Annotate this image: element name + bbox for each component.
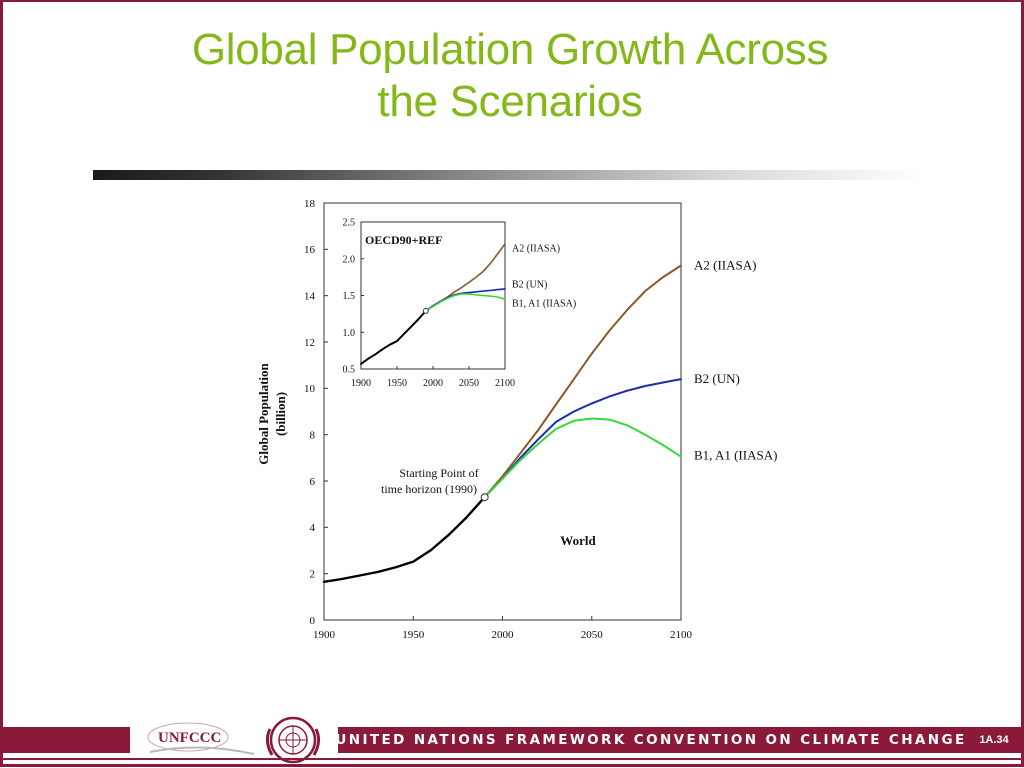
main-y-axis-title-line1: Global Population (256, 362, 271, 464)
main-x-tick-label: 2050 (581, 629, 604, 641)
footer-bar-left (0, 727, 130, 753)
main-y-tick-label: 10 (304, 383, 316, 395)
main-y-tick-label: 8 (310, 430, 316, 442)
main-start-point-marker (480, 493, 489, 502)
inset-start-point-marker (422, 307, 429, 314)
inset-y-tick-label: 0.5 (343, 365, 356, 376)
main-y-axis-title-line2: (billion) (273, 392, 288, 436)
main-chart-title: World (560, 533, 596, 548)
slide-title-line1: Global Population Growth Across (191, 25, 829, 74)
main-y-tick-label: 0 (310, 615, 316, 627)
inset-y-tick-label: 1.5 (343, 291, 356, 302)
inset-x-tick-label: 2050 (459, 378, 479, 389)
inset-y-tick-label: 1.0 (343, 328, 356, 339)
main-series-historical (322, 496, 486, 583)
inset-x-tick-label: 2000 (423, 378, 443, 389)
main-y-tick-label: 4 (310, 522, 316, 534)
main-y-tick-label: 18 (304, 198, 316, 210)
un-emblem-icon (265, 716, 321, 764)
inset-series-historical (360, 309, 427, 365)
main-x-tick-label: 2100 (670, 629, 693, 641)
footer-line (0, 758, 1024, 760)
main-series-label-b1-a1-iiasa: B1, A1 (IIASA) (694, 448, 777, 463)
main-chart: 1900 1950 2000 2050 2100 0 2 4 6 8 10 12 14 16 18 A2 (I… (256, 198, 777, 641)
main-y-tick-label: 16 (304, 244, 316, 256)
inset-x-tick-label: 1900 (351, 378, 371, 389)
footer-bar: UNITED NATIONS FRAMEWORK CONVENTION ON C… (335, 727, 967, 753)
main-series-b1-a1-iiasa (483, 417, 682, 499)
inset-series-b1-a1-iiasa (424, 293, 506, 312)
main-series-label-a2-iiasa: A2 (IIASA) (694, 257, 756, 272)
main-x-tick-label: 2000 (492, 629, 515, 641)
unfccc-logo: UNFCCC (130, 722, 256, 758)
inset-series-label-a2-iiasa: A2 (IIASA) (512, 244, 560, 255)
unfccc-logo-text: UNFCCC (158, 730, 221, 746)
inset-x-tick-label: 2100 (495, 378, 515, 389)
main-y-tick-label: 6 (310, 476, 316, 488)
inset-chart: 1900 1950 2000 2050 2100 0.5 1.0 1.5 2.0 2.5 A2 (I… (343, 218, 577, 390)
inset-chart-title: OECD90+REF (365, 233, 443, 247)
inset-y-tick-label: 2.5 (343, 218, 356, 229)
inset-x-tick-label: 1950 (387, 378, 407, 389)
main-y-tick-label: 2 (310, 569, 316, 581)
main-series-label-b2-un: B2 (UN) (694, 371, 740, 386)
inset-y-tick-label: 2.0 (343, 254, 356, 265)
slide-title-line2: the Scenarios (377, 77, 643, 126)
main-y-tick-label: 12 (304, 337, 315, 349)
main-x-tick-label: 1900 (313, 629, 336, 641)
start-point-annotation-line1: Starting Point of (399, 466, 478, 480)
page-number: 1A.34 (964, 727, 1024, 753)
title-underline-bar (93, 170, 923, 180)
main-series-a2-iiasa (483, 264, 682, 499)
inset-series-label-b2-un: B2 (UN) (512, 279, 547, 290)
start-point-annotation-line2: time horizon (1990) (381, 482, 477, 496)
main-y-tick-label: 14 (304, 291, 316, 303)
inset-series-label-b1-a1-iiasa: B1, A1 (IIASA) (512, 299, 576, 310)
slide-title: Global Population Growth Across the Scen… (60, 24, 960, 128)
footer-org-name: UNITED NATIONS FRAMEWORK CONVENTION ON C… (335, 732, 967, 748)
main-series-b2-un (483, 378, 682, 499)
main-x-tick-label: 1950 (402, 629, 425, 641)
